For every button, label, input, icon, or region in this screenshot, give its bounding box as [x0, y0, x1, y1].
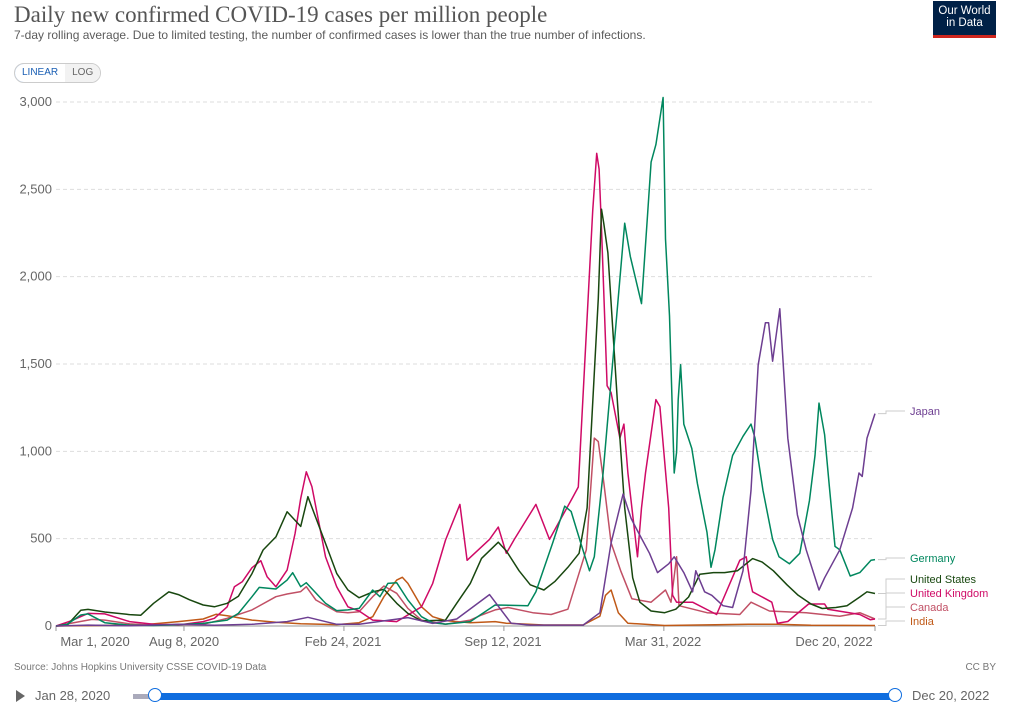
- logo-line-1: Our World: [938, 5, 991, 17]
- legend-label: United States: [910, 574, 977, 586]
- y-tick-label: 1,500: [19, 356, 52, 371]
- chart-subtitle: 7-day rolling average. Due to limited te…: [14, 28, 646, 42]
- y-tick-label: 2,500: [19, 181, 52, 196]
- x-tick-label: Mar 31, 2022: [625, 634, 702, 649]
- play-icon[interactable]: [16, 690, 25, 702]
- x-tick-label: Dec 20, 2022: [795, 634, 872, 649]
- log-button[interactable]: LOG: [65, 64, 101, 82]
- timeline: Jan 28, 2020 Dec 20, 2022: [0, 684, 1010, 708]
- owid-logo[interactable]: Our World in Data: [933, 1, 996, 38]
- source-note: Source: Johns Hopkins University CSSE CO…: [14, 662, 267, 673]
- y-tick-label: 0: [45, 618, 52, 633]
- series-line-germany: [55, 96, 876, 627]
- legend-label: India: [910, 616, 935, 628]
- x-tick-label: Mar 1, 2020: [60, 634, 129, 649]
- series-line-india: [55, 576, 876, 627]
- chart-title: Daily new confirmed COVID-19 cases per m…: [14, 2, 548, 27]
- scale-toggle: LINEAR LOG: [14, 63, 102, 83]
- legend-label: Canada: [910, 602, 949, 614]
- timeline-selected-range[interactable]: [155, 693, 895, 700]
- logo-bar: [933, 35, 996, 38]
- logo-line-2: in Data: [946, 17, 983, 29]
- x-tick-label: Feb 24, 2021: [305, 634, 382, 649]
- legend-connector: [878, 592, 905, 620]
- legend-label: United Kingdom: [910, 588, 988, 600]
- series-line-canada: [55, 437, 876, 627]
- y-tick-label: 500: [30, 531, 52, 546]
- legend-connector: [878, 606, 905, 620]
- series-line-japan: [55, 308, 876, 627]
- y-tick-label: 3,000: [19, 94, 52, 109]
- legend-connector: [878, 578, 905, 595]
- timeline-end-label: Dec 20, 2022: [912, 688, 990, 703]
- legend-connector: [878, 557, 905, 561]
- legend-label: Germany: [910, 553, 956, 565]
- x-tick-label: Aug 8, 2020: [149, 634, 219, 649]
- legend-connector: [878, 410, 905, 415]
- timeline-start-label: Jan 28, 2020: [35, 688, 111, 703]
- legend-label: Japan: [910, 406, 940, 418]
- legend-connector: [878, 620, 905, 626]
- series-line-united-kingdom: [55, 152, 876, 627]
- timeline-start-handle[interactable]: [148, 688, 162, 702]
- y-tick-label: 1,000: [19, 443, 52, 458]
- license-link[interactable]: CC BY: [965, 662, 996, 673]
- timeline-track[interactable]: [133, 694, 158, 699]
- timeline-end-handle[interactable]: [888, 688, 902, 702]
- y-tick-label: 2,000: [19, 269, 52, 284]
- line-chart: 0 500 1,000 1,500 2,000 2,500 3,000 Mar 1, 2020…: [19, 94, 988, 649]
- x-tick-label: Sep 12, 2021: [464, 634, 541, 649]
- series-line-united-states: [55, 208, 876, 627]
